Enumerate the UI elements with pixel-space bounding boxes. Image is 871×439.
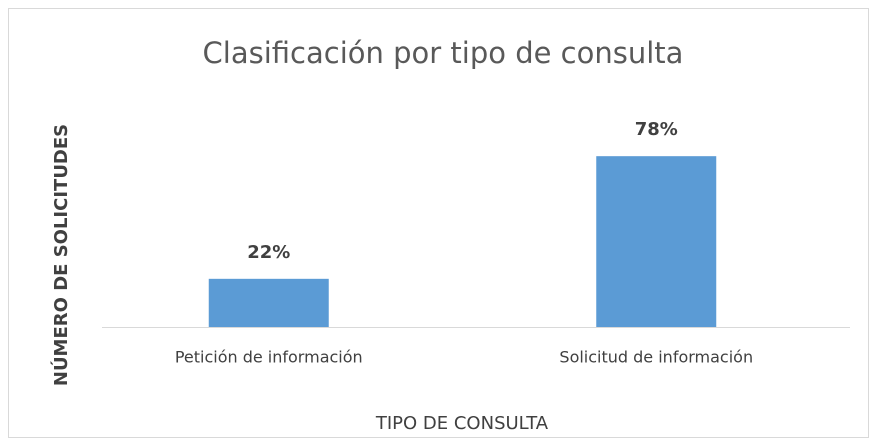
- data-label: 78%: [635, 119, 678, 140]
- chart-title: Clasificación por tipo de consulta: [203, 36, 684, 70]
- x-tick-label: Solicitud de información: [559, 348, 753, 367]
- data-label: 22%: [247, 242, 290, 263]
- bar: [208, 278, 329, 327]
- chart-border: [8, 8, 869, 438]
- x-tick-label: Petición de información: [175, 348, 363, 367]
- y-axis-title: NÚMERO DE SOLICITUDES: [50, 124, 72, 386]
- x-axis-title: TIPO DE CONSULTA: [375, 413, 549, 434]
- bar: [596, 156, 717, 327]
